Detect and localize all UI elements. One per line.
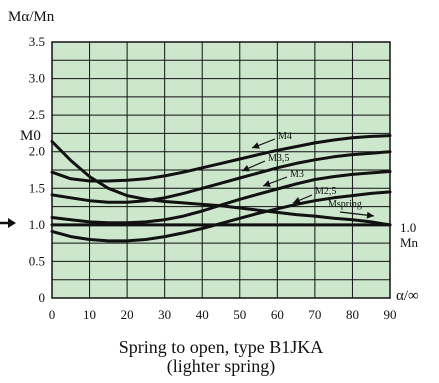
left-arrow-icon (0, 218, 16, 228)
mn-label-name: Mn (400, 235, 419, 250)
x-tick-label: 20 (121, 307, 134, 322)
arrow-head-m2-5 (293, 197, 301, 204)
arrow-head-m4 (252, 142, 260, 149)
y-tick-label: 1.0 (29, 217, 45, 232)
y-tick-label: 3.5 (29, 34, 45, 49)
x-tick-label: 50 (233, 307, 246, 322)
arrow-head-m3-5 (242, 164, 250, 172)
x-tick-label: 70 (308, 307, 321, 322)
x-tick-label: 30 (158, 307, 171, 322)
x-tick-label: 10 (83, 307, 96, 322)
y-tick-label: 3.0 (29, 71, 45, 86)
x-tick-label: 60 (271, 307, 284, 322)
caption-line-2: (lighter spring) (167, 356, 275, 377)
x-tick-label: 0 (49, 307, 56, 322)
series-line-m4 (50, 134, 392, 183)
curve-label-mspring: Mspring (328, 199, 362, 210)
curve-labels: M4 M3,5M3 M2,5 Mspring (241, 131, 375, 219)
y-tick-label: 0 (39, 290, 46, 305)
x-axis-label: α/∞ (396, 288, 419, 304)
mn-label-value: 1.0 (400, 220, 416, 235)
curve-label-m3-5: M3,5 (268, 153, 289, 164)
caption-line-1: Spring to open, type B1JKA (119, 337, 324, 357)
series-line-m3-5 (50, 150, 392, 204)
curve-label-m2-5: M2,5 (315, 186, 336, 197)
series-line-mspring (50, 140, 392, 227)
y-tick-label: 1.5 (29, 180, 45, 195)
plot-frame (51, 41, 391, 299)
curve-label-m4: M4 (278, 131, 292, 142)
y-axis-label: Mα/Mn (8, 9, 55, 25)
curve-label-m3: M3 (290, 169, 304, 180)
y-tick-label: 0.5 (29, 253, 45, 268)
y-tick-labels: 0 0.5 1.0 1.5 2.0 2.5 3.0 3.5 (29, 34, 45, 305)
curves (50, 134, 392, 243)
x-tick-label: 90 (384, 307, 397, 322)
m0-label: M0 (20, 128, 41, 144)
x-tick-label: 40 (196, 307, 209, 322)
x-tick-labels: 0 10 20 30 40 50 60 70 80 90 (49, 307, 397, 322)
y-tick-label: 2.0 (29, 144, 45, 159)
arrow-head-m3 (263, 180, 271, 187)
arrow-head-mspring (366, 211, 374, 219)
x-tick-label: 80 (346, 307, 359, 322)
y-tick-label: 2.5 (29, 107, 45, 122)
